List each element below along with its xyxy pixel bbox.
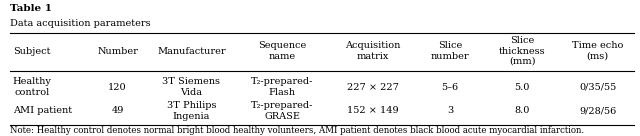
Text: 9/28/56: 9/28/56: [579, 106, 616, 115]
Text: 227 × 227: 227 × 227: [347, 83, 399, 92]
Text: 0/35/55: 0/35/55: [579, 83, 616, 92]
Text: 120: 120: [108, 83, 127, 92]
Text: 49: 49: [111, 106, 124, 115]
Text: Slice
thickness
(mm): Slice thickness (mm): [499, 36, 545, 66]
Text: AMI patient: AMI patient: [13, 106, 72, 115]
Text: 5.0: 5.0: [515, 83, 530, 92]
Text: Note: Healthy control denotes normal bright blood healthy volunteers, AMI patien: Note: Healthy control denotes normal bri…: [10, 126, 584, 135]
Text: Data acquisition parameters: Data acquisition parameters: [10, 19, 150, 28]
Text: Time echo
(ms): Time echo (ms): [572, 41, 623, 61]
Text: Slice
number: Slice number: [431, 41, 470, 61]
Text: Sequence
name: Sequence name: [258, 41, 307, 61]
Text: 3T Siemens
Vida: 3T Siemens Vida: [163, 77, 220, 97]
Text: 3: 3: [447, 106, 453, 115]
Text: Acquisition
matrix: Acquisition matrix: [346, 41, 401, 61]
Text: 8.0: 8.0: [515, 106, 530, 115]
Text: Manufacturer: Manufacturer: [157, 47, 226, 55]
Text: 3T Philips
Ingenia: 3T Philips Ingenia: [166, 101, 216, 120]
Text: Number: Number: [97, 47, 138, 55]
Text: Table 1: Table 1: [10, 4, 52, 13]
Text: 152 × 149: 152 × 149: [348, 106, 399, 115]
Text: T₂-prepared-
GRASE: T₂-prepared- GRASE: [251, 101, 314, 120]
Text: 5–6: 5–6: [442, 83, 459, 92]
Text: T₂-prepared-
Flash: T₂-prepared- Flash: [251, 77, 314, 97]
Text: Subject: Subject: [13, 47, 51, 55]
Text: Healthy
control: Healthy control: [13, 77, 52, 97]
